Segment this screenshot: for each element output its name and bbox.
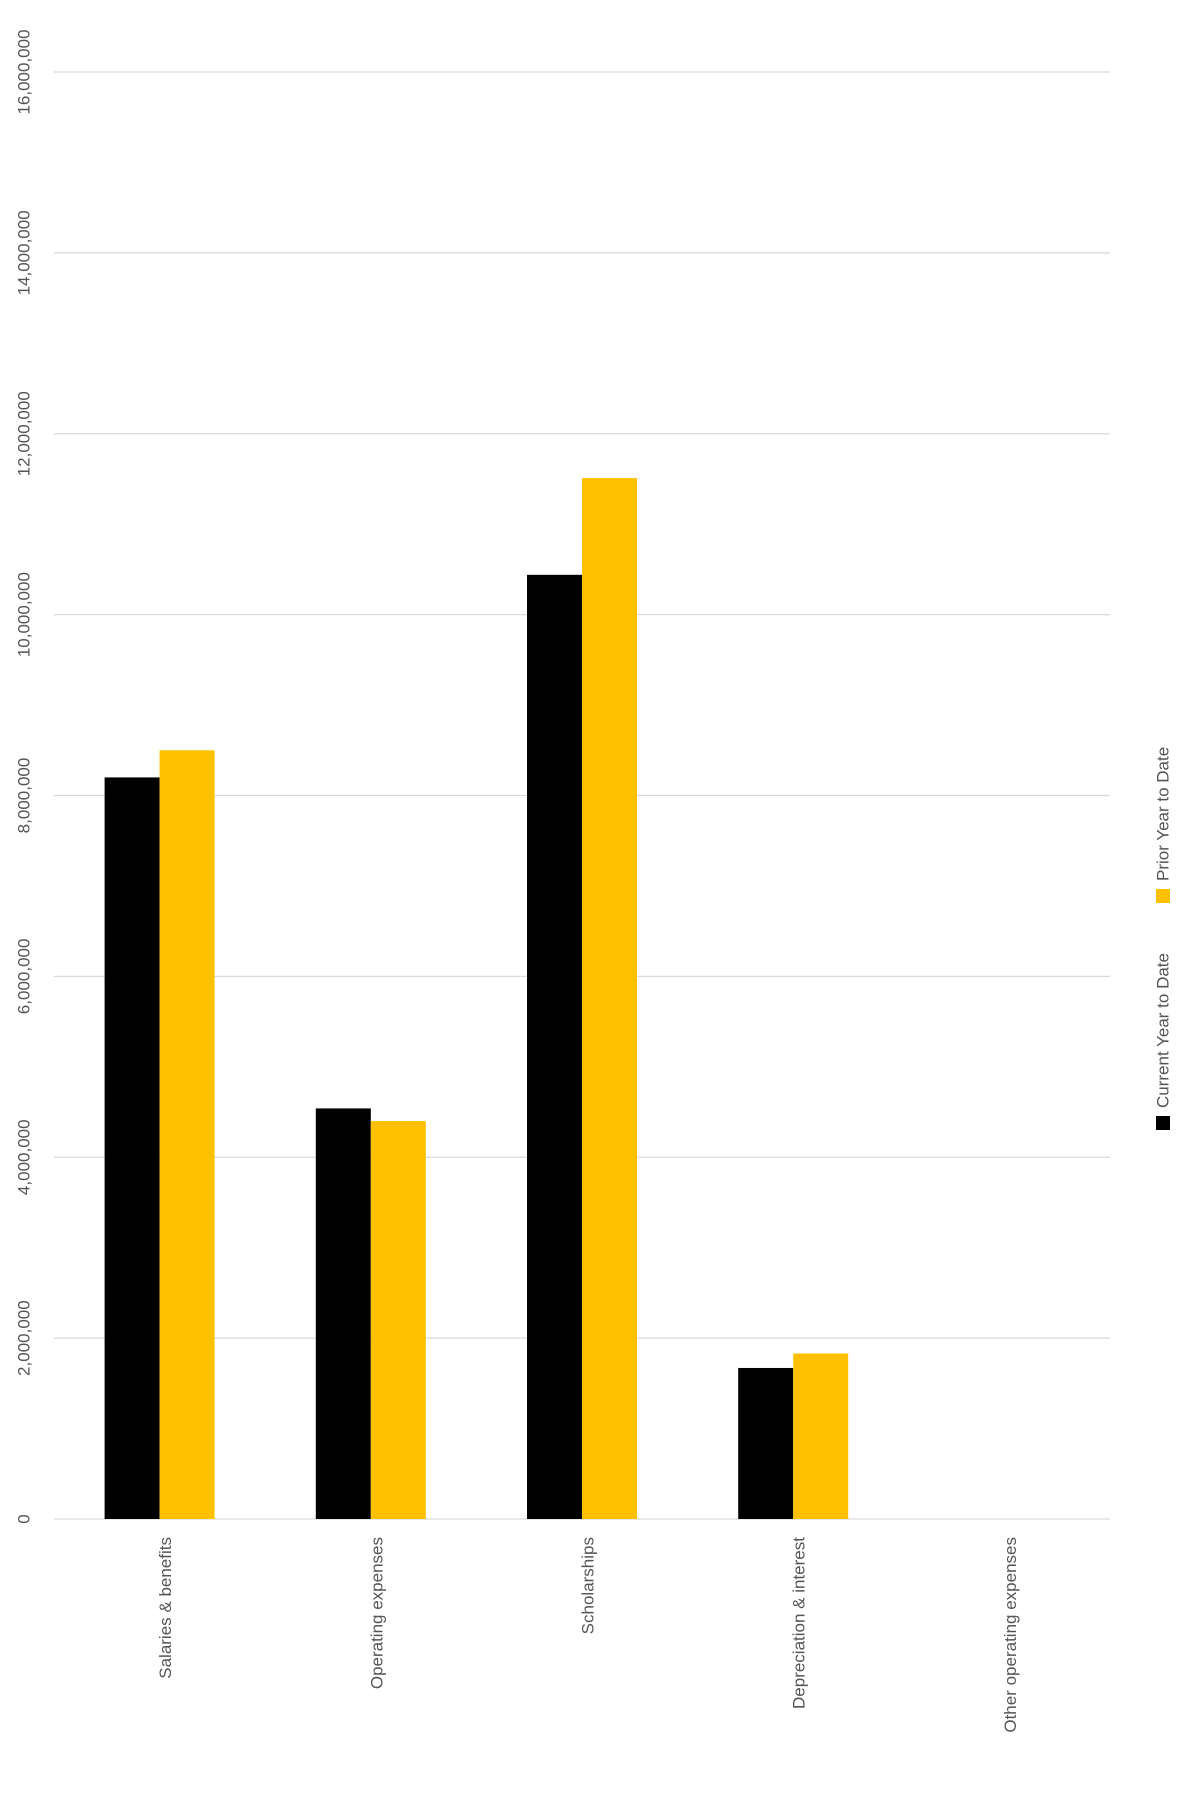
value-tick-label: 14,000,000 (15, 210, 34, 295)
value-tick-label: 2,000,000 (15, 1300, 34, 1376)
legend-label: Current Year to Date (1154, 953, 1173, 1108)
category-label: Depreciation & interest (790, 1537, 809, 1709)
value-tick-label: 8,000,000 (15, 758, 34, 834)
value-tick-label: 4,000,000 (15, 1119, 34, 1195)
category-label: Other operating expenses (1001, 1537, 1020, 1733)
value-axis-ticks: 0 2,000,000 4,000,000 6,000,000 8,000,000 10,… (15, 29, 34, 1523)
value-tick-label: 0 (15, 1514, 34, 1523)
category-label: Operating expenses (367, 1537, 386, 1689)
legend-label: Prior Year to Date (1154, 747, 1173, 881)
value-tick-label: 6,000,000 (15, 939, 34, 1015)
legend: Current Year to Date Prior Year to Date (1154, 747, 1173, 1130)
value-tick-label: 12,000,000 (15, 391, 34, 476)
category-label: Scholarships (579, 1537, 598, 1634)
bar (527, 574, 582, 1519)
bar (104, 777, 160, 1519)
value-tick-label: 16,000,000 (15, 29, 34, 114)
category-axis-labels: Salaries & benefits Operating expenses Sch… (156, 1537, 1020, 1733)
category-label: Salaries & benefits (156, 1537, 175, 1679)
value-tick-label: 10,000,000 (15, 572, 34, 657)
legend-swatch (1156, 1116, 1170, 1130)
legend-swatch (1156, 889, 1170, 903)
bar (582, 478, 637, 1520)
bar (738, 1367, 794, 1519)
bar (315, 1108, 371, 1519)
bar (370, 1121, 426, 1519)
bar (159, 750, 215, 1519)
bars (104, 478, 849, 1520)
bar (793, 1353, 849, 1519)
